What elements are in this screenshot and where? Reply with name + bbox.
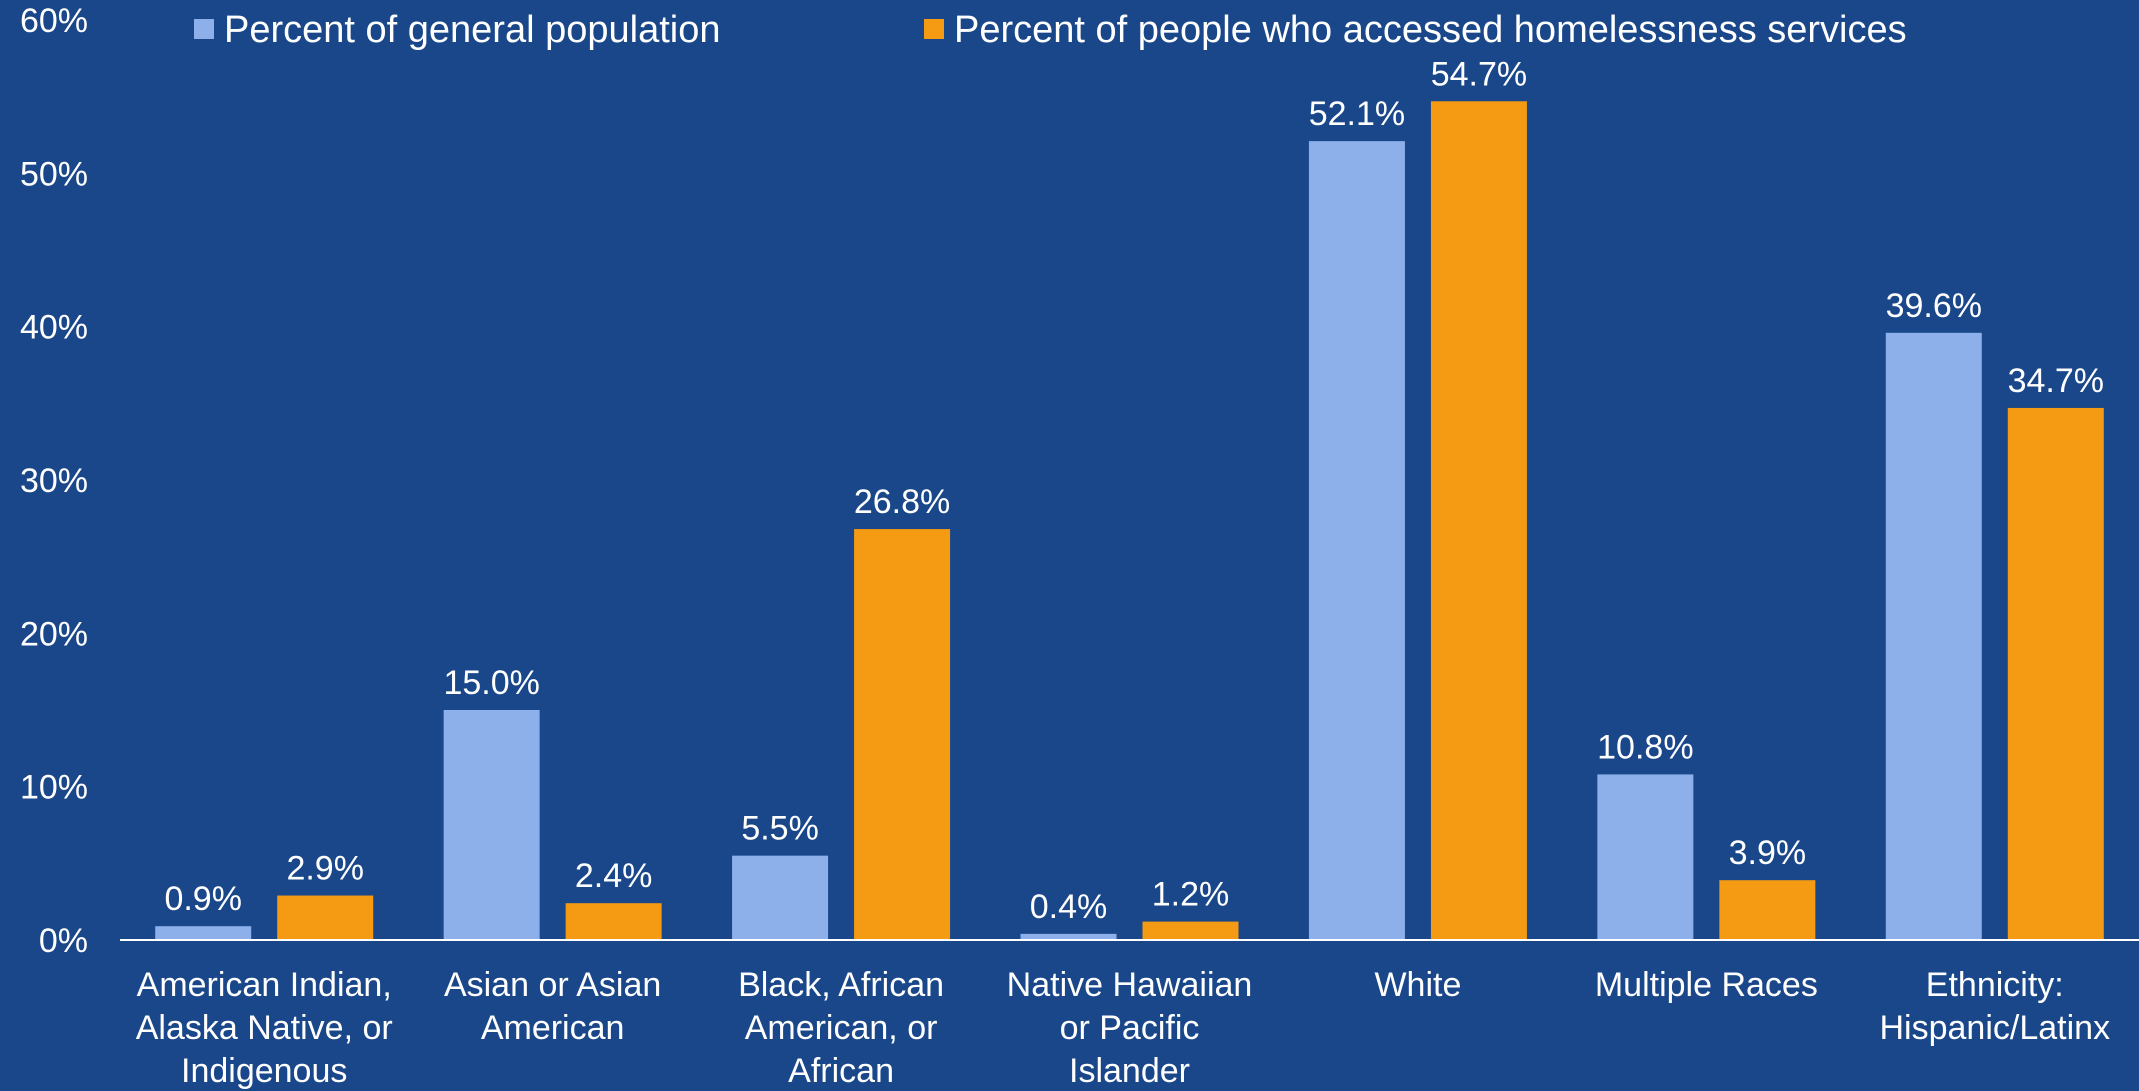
- bars: [155, 101, 2104, 941]
- data-label: 34.7%: [2008, 362, 2104, 400]
- y-axis: 0% 10% 20% 30% 40% 50% 60%: [20, 2, 88, 960]
- data-label: 54.7%: [1431, 55, 1527, 93]
- bar-homelessness-services: [2007, 407, 2104, 940]
- bar-homelessness-services: [1719, 880, 1816, 940]
- bar-general-population: [1597, 774, 1694, 940]
- data-label: 3.9%: [1729, 834, 1807, 872]
- category-label: Native Hawaiian: [1007, 966, 1253, 1004]
- category-label: American, or: [745, 1009, 938, 1047]
- category-label: Ethnicity:: [1926, 966, 2064, 1004]
- y-tick-label: 30%: [20, 462, 88, 500]
- bar-general-population: [1308, 141, 1405, 941]
- y-tick-label: 60%: [20, 2, 88, 40]
- bar-homelessness-services: [277, 895, 374, 940]
- category-label: Black, African: [738, 966, 944, 1004]
- data-label: 2.9%: [286, 850, 364, 888]
- category-label: Multiple Races: [1595, 966, 1818, 1004]
- data-label: 0.9%: [164, 880, 242, 918]
- data-label: 26.8%: [854, 483, 950, 521]
- bar-general-population: [443, 710, 540, 940]
- legend-label: Percent of general population: [224, 9, 720, 51]
- bar-homelessness-services: [854, 529, 951, 940]
- bar-homelessness-services: [565, 903, 662, 940]
- bar-general-population: [155, 926, 252, 940]
- data-labels: 0.9% 15.0% 5.5% 0.4% 52.1% 10.8% 39.6% 2.9% 2.4%…: [164, 55, 2104, 926]
- y-tick-label: 40%: [20, 309, 88, 347]
- legend: Percent of general population Percent of …: [194, 9, 1907, 51]
- legend-swatch-general-population: [194, 19, 214, 39]
- data-label: 52.1%: [1309, 95, 1405, 133]
- y-tick-label: 0%: [39, 922, 88, 960]
- x-axis: American Indian, Alaska Native, or Indigen…: [120, 939, 2139, 1090]
- category-label: American Indian,: [137, 966, 392, 1004]
- category-label: or Pacific: [1060, 1009, 1200, 1047]
- category-label: Asian or Asian: [444, 966, 661, 1004]
- legend-swatch-homelessness-services: [924, 19, 944, 39]
- category-label: Indigenous: [181, 1052, 347, 1090]
- category-label: American: [481, 1009, 625, 1047]
- legend-label: Percent of people who accessed homelessn…: [954, 9, 1907, 51]
- data-label: 39.6%: [1886, 287, 1982, 325]
- category-label: White: [1374, 966, 1461, 1004]
- category-label: Islander: [1069, 1052, 1190, 1090]
- bar-homelessness-services: [1142, 921, 1239, 940]
- bar-general-population: [1885, 332, 1982, 940]
- category-label: Hispanic/Latinx: [1880, 1009, 2111, 1047]
- data-label: 15.0%: [443, 664, 539, 702]
- y-tick-label: 10%: [20, 769, 88, 807]
- data-label: 2.4%: [575, 857, 653, 895]
- bar-homelessness-services: [1430, 101, 1527, 941]
- y-tick-label: 20%: [20, 615, 88, 653]
- data-label: 5.5%: [741, 810, 819, 848]
- bar-general-population: [732, 855, 829, 940]
- data-label: 0.4%: [1030, 888, 1108, 926]
- category-label: African: [788, 1052, 894, 1090]
- data-label: 10.8%: [1597, 728, 1693, 766]
- bar-general-population: [1020, 933, 1117, 940]
- y-tick-label: 50%: [20, 155, 88, 193]
- category-label: Alaska Native, or: [136, 1009, 393, 1047]
- data-label: 1.2%: [1152, 876, 1230, 914]
